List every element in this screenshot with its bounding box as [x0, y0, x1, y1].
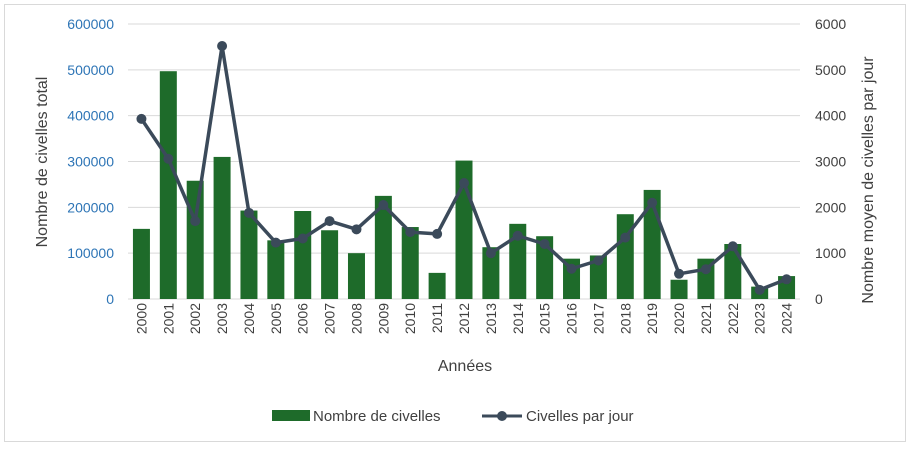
- legend: Nombre de civelles Civelles par jour: [272, 408, 634, 425]
- bar: [670, 279, 688, 299]
- line-point: [727, 241, 738, 252]
- line-point: [217, 41, 228, 51]
- bar: [240, 210, 258, 299]
- y-tick-label: 300000: [67, 154, 114, 170]
- bar: [186, 180, 204, 299]
- line-point: [674, 268, 685, 279]
- bar: [616, 214, 634, 299]
- y-tick-label: 200000: [67, 199, 114, 215]
- bar: [213, 156, 231, 299]
- line-point: [324, 216, 335, 227]
- bar: [536, 236, 554, 299]
- bar: [589, 255, 607, 299]
- grid-lines: [128, 23, 800, 300]
- y-tick-label: 0: [106, 291, 114, 307]
- x-tick-label: 2024: [779, 303, 795, 334]
- y-tick-label: 600000: [67, 16, 114, 32]
- line-series: [136, 41, 792, 295]
- bar: [132, 228, 150, 299]
- x-tick-label: 2008: [348, 303, 364, 334]
- line-point: [136, 113, 147, 124]
- right-axis-ticks: 0 1000 2000 3000 4000 5000 6000: [815, 16, 846, 307]
- line-point: [512, 230, 523, 241]
- x-tick-label: 2003: [214, 303, 230, 334]
- x-tick-label: 2001: [160, 303, 176, 334]
- x-tick-label: 2004: [241, 303, 257, 334]
- x-tick-label: 2010: [402, 303, 418, 334]
- x-tick-label: 2007: [322, 303, 338, 334]
- line-point: [432, 228, 443, 239]
- line-point: [163, 153, 174, 164]
- bar: [428, 272, 446, 299]
- line-point: [270, 237, 281, 248]
- x-tick-label: 2011: [429, 303, 445, 333]
- line-point: [620, 232, 631, 243]
- bar: [724, 244, 742, 299]
- x-tick-label: 2009: [375, 303, 391, 334]
- x-tick-label: 2016: [564, 303, 580, 334]
- bar: [159, 71, 177, 299]
- line-point: [566, 263, 577, 274]
- x-tick-label: 2021: [698, 303, 714, 334]
- bar: [482, 247, 500, 299]
- x-tick-label: 2012: [456, 303, 472, 334]
- y2-tick-label: 5000: [815, 62, 846, 78]
- y-tick-label: 500000: [67, 62, 114, 78]
- line-point: [539, 239, 550, 249]
- x-tick-label: 2019: [644, 303, 660, 334]
- bar: [401, 227, 419, 299]
- legend-swatch-marker: [497, 411, 507, 421]
- bar: [509, 223, 527, 299]
- y-tick-label: 400000: [67, 108, 114, 124]
- x-tick-label: 2014: [510, 303, 526, 334]
- line-point: [351, 224, 362, 235]
- x-tick-label: 2022: [725, 303, 741, 334]
- line-point: [378, 200, 389, 211]
- x-tick-label: 2005: [268, 303, 284, 334]
- x-tick-label: 2002: [187, 303, 203, 334]
- bar: [347, 253, 365, 299]
- y2-tick-label: 4000: [815, 108, 846, 124]
- line-point: [485, 248, 496, 259]
- line-point: [593, 255, 604, 266]
- line-point: [647, 197, 658, 208]
- line-point: [243, 207, 254, 218]
- y2-tick-label: 6000: [815, 16, 846, 32]
- legend-swatch-bar: [272, 410, 310, 421]
- x-tick-label: 2018: [617, 303, 633, 334]
- legend-label-line: Civelles par jour: [526, 408, 634, 425]
- line-point: [297, 233, 308, 244]
- x-tick-label: 2015: [537, 303, 553, 334]
- line-point: [190, 216, 201, 227]
- line-point: [459, 178, 469, 189]
- bar: [321, 230, 339, 299]
- bar: [267, 240, 285, 299]
- line-point: [700, 264, 711, 275]
- line-point: [781, 274, 792, 285]
- x-tick-label: 2000: [133, 303, 149, 334]
- y-axis-title: Nombre de civelles total: [34, 77, 51, 248]
- line-point: [754, 284, 765, 295]
- chart-frame: [4, 4, 906, 442]
- legend-label-bar: Nombre de civelles: [313, 408, 441, 425]
- y2-axis-title: Nombre moyen de civelles par jour: [860, 56, 877, 304]
- x-tick-label: 2013: [483, 303, 499, 334]
- y2-tick-label: 3000: [815, 154, 846, 170]
- y2-tick-label: 2000: [815, 199, 846, 215]
- line-point: [405, 227, 416, 238]
- x-tick-label: 2006: [295, 303, 311, 334]
- y-tick-label: 100000: [67, 245, 114, 261]
- x-tick-label: 2020: [671, 303, 687, 334]
- x-axis-ticks: 2000 2001 2002 2003 2004 2005 2006 2007 2008 2009…: [133, 303, 794, 334]
- x-axis-title: Années: [438, 358, 492, 375]
- bar: [374, 195, 392, 299]
- bar: [294, 211, 312, 299]
- left-axis-ticks: 0 100000 200000 300000 400000 500000 600000: [67, 16, 114, 307]
- y2-tick-label: 0: [815, 291, 823, 307]
- x-tick-label: 2023: [752, 303, 768, 334]
- y2-tick-label: 1000: [815, 245, 846, 261]
- x-tick-label: 2017: [590, 303, 606, 334]
